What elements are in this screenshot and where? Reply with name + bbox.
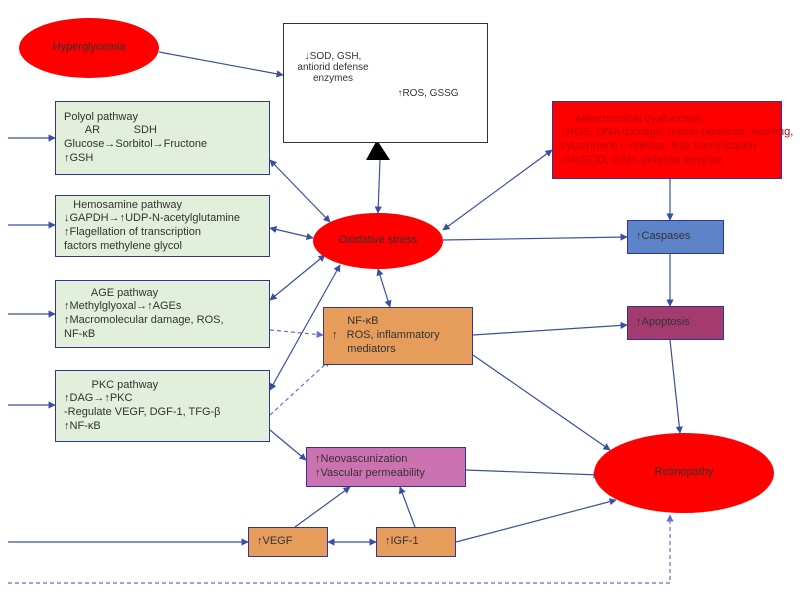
node-mito-line: cytochrome c release, Bax translocation — [561, 140, 756, 154]
node-hemo-line: factors methylene glycol — [64, 240, 182, 254]
node-retino-label: Retinopathy — [655, 466, 714, 480]
balance-circle-label: ↓SOD, GSH,antiorid defenseenzymes — [294, 28, 372, 106]
node-mito-line: ↓MnSOD, GSH, defense enxyme — [561, 154, 722, 168]
node-vegf: ↑VEGF — [248, 527, 328, 557]
edge — [270, 330, 323, 335]
edge — [443, 237, 627, 240]
node-age: AGE pathway↑Methylglyoxal→↑AGEs↑Macromol… — [55, 280, 270, 348]
edge — [270, 255, 325, 300]
node-hyper: Hyperglycemia — [19, 18, 159, 78]
node-neovasc-line: ↑Vascular permeability — [315, 467, 425, 481]
edge — [466, 470, 600, 475]
node-hemo-line: Hemosamine pathway — [64, 199, 182, 213]
edge — [670, 340, 680, 433]
node-vegf-label: ↑VEGF — [257, 535, 319, 549]
edge — [400, 487, 415, 527]
edge — [443, 150, 552, 230]
edge — [378, 160, 380, 213]
edge — [8, 515, 670, 583]
node-igf-label: ↑IGF-1 — [385, 535, 447, 549]
node-mito-line: ↓ROS, DNA damage, memb permeab, swelling… — [561, 126, 793, 140]
node-polyol-line: Polyol pathway — [64, 111, 138, 125]
node-hemo-line: ↑Flagellation of transcription — [64, 226, 201, 240]
node-caspases: ↑Caspases — [627, 220, 724, 254]
edge — [295, 487, 350, 527]
edge — [159, 52, 283, 75]
node-caspases-label: ↑Caspases — [636, 230, 715, 244]
edge — [270, 430, 306, 460]
node-pkc-line: -Regulate VEGF, DGF-1, TFG-β — [64, 406, 221, 420]
node-hyper-label: Hyperglycemia — [53, 41, 126, 55]
node-pkc-line: ↑NF-κB — [64, 420, 101, 434]
node-age-line: ↑Methylglyoxal→↑AGEs — [64, 300, 181, 314]
node-apoptosis-label: ↑Apoptosis — [636, 316, 715, 330]
node-pkc-line: PKC pathway — [64, 379, 158, 393]
node-polyol: Polyol pathway AR SDHGlucose→Sorbitol→Fr… — [55, 101, 270, 175]
node-mito-line: Mitochondrial dyafunction — [561, 113, 701, 127]
node-polyol-line: AR SDH — [64, 124, 157, 138]
node-oxstress: Oxidative stress — [313, 213, 443, 269]
edge — [456, 500, 616, 542]
node-igf: ↑IGF-1 — [376, 527, 456, 557]
node-age-line: NF-κB — [64, 328, 95, 342]
node-oxstress-label: Oxidative stress — [339, 234, 417, 248]
node-polyol-line: ↑GSH — [64, 152, 93, 166]
node-neovasc-line: ↑Neovascunization — [315, 453, 407, 467]
edge — [473, 325, 627, 335]
edge — [270, 360, 330, 415]
balance-circle-label: ↑ROS, GSSG — [392, 57, 464, 129]
node-pkc: PKC pathway↑DAG→↑PKC-Regulate VEGF, DGF-… — [55, 370, 270, 442]
edge — [473, 355, 610, 450]
edge — [270, 160, 330, 222]
node-mito: Mitochondrial dyafunction↓ROS, DNA damag… — [552, 101, 782, 179]
node-nfkb-line: ↑ ROS, inflammatory — [332, 329, 440, 343]
edge — [270, 228, 313, 238]
node-nfkb-line: mediators — [332, 343, 396, 357]
node-age-line: AGE pathway — [64, 287, 158, 301]
node-hemo-line: ↓GAPDH→↑UDP-N-acetylglutamine — [64, 212, 240, 226]
edge — [378, 269, 390, 307]
node-hemo: Hemosamine pathway↓GAPDH→↑UDP-N-acetylgl… — [55, 195, 270, 257]
node-pkc-line: ↑DAG→↑PKC — [64, 392, 132, 406]
node-neovasc: ↑Neovascunization↑Vascular permeability — [306, 447, 466, 487]
node-age-line: ↑Macromolecular damage, ROS, — [64, 314, 224, 328]
node-polyol-line: Glucose→Sorbitol→Fructone — [64, 138, 207, 152]
node-nfkb: NF-κB↑ ROS, inflammatory mediators — [323, 307, 473, 365]
node-retino: Retinopathy — [594, 433, 774, 513]
node-nfkb-line: NF-κB — [332, 315, 378, 329]
node-apoptosis: ↑Apoptosis — [627, 306, 724, 340]
